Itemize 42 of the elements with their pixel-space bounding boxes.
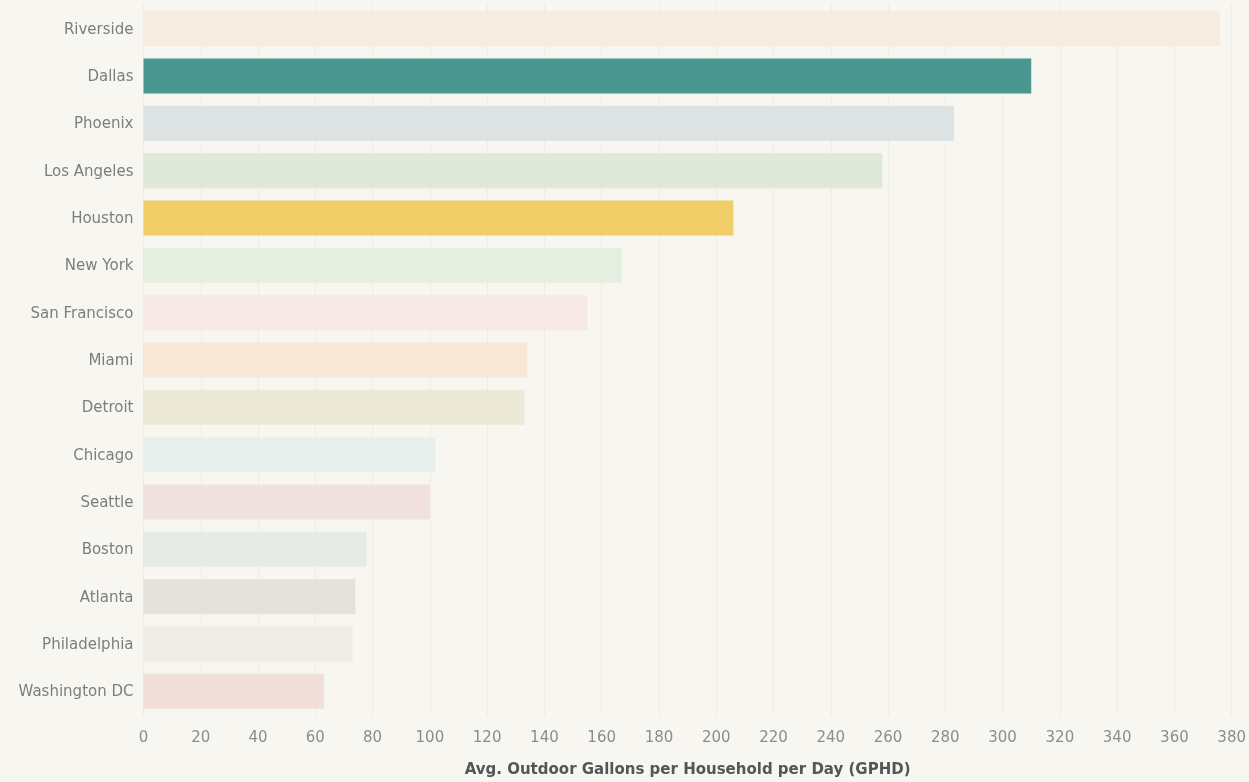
x-tick-label: 220 xyxy=(759,727,788,746)
y-tick-label: San Francisco xyxy=(30,303,134,322)
x-tick-label: 340 xyxy=(1102,727,1132,746)
y-tick-label: Houston xyxy=(71,209,134,227)
x-axis-title: Avg. Outdoor Gallons per Household per Day (GPHD) xyxy=(464,759,911,778)
y-tick-label: Chicago xyxy=(73,445,134,464)
y-tick-label: Atlanta xyxy=(79,587,134,606)
x-tick-label: 20 xyxy=(191,727,211,746)
x-tick-label: 240 xyxy=(816,727,846,746)
x-tick-label: 160 xyxy=(587,727,616,746)
x-tick-label: 200 xyxy=(701,727,731,746)
x-tick-label: 80 xyxy=(363,727,383,746)
bar xyxy=(143,342,528,378)
y-tick-label: Seattle xyxy=(80,493,134,511)
x-tick-label: 100 xyxy=(415,727,445,746)
x-tick-label: 60 xyxy=(305,727,325,746)
x-tick-label: 300 xyxy=(988,727,1017,746)
x-tick-label: 180 xyxy=(644,727,674,746)
y-tick-label: Washington DC xyxy=(18,682,134,701)
y-tick-label: Los Angeles xyxy=(43,161,134,180)
y-tick-label: Detroit xyxy=(81,398,134,417)
y-tick-label: Boston xyxy=(81,540,134,559)
x-tick-label: 280 xyxy=(931,727,960,746)
x-tick-label: 40 xyxy=(248,727,268,746)
x-tick-label: 140 xyxy=(530,727,559,746)
bar xyxy=(143,153,883,189)
y-tick-label: Phoenix xyxy=(73,114,134,133)
bar xyxy=(143,389,525,425)
y-tick-label: Miami xyxy=(88,351,134,369)
y-tick-label: New York xyxy=(64,256,134,275)
x-tick-label: 0 xyxy=(138,727,149,746)
bar xyxy=(143,200,734,236)
x-tick-label: 120 xyxy=(472,727,502,746)
y-tick-label: Philadelphia xyxy=(42,635,134,653)
bar xyxy=(143,105,954,141)
x-tick-label: 360 xyxy=(1160,727,1189,746)
bar xyxy=(143,58,1032,94)
y-tick-label: Riverside xyxy=(63,19,134,38)
x-tick-label: 380 xyxy=(1217,727,1247,746)
x-tick-label: 320 xyxy=(1045,727,1075,746)
y-tick-label: Dallas xyxy=(87,67,134,85)
x-tick-label: 260 xyxy=(873,727,903,746)
